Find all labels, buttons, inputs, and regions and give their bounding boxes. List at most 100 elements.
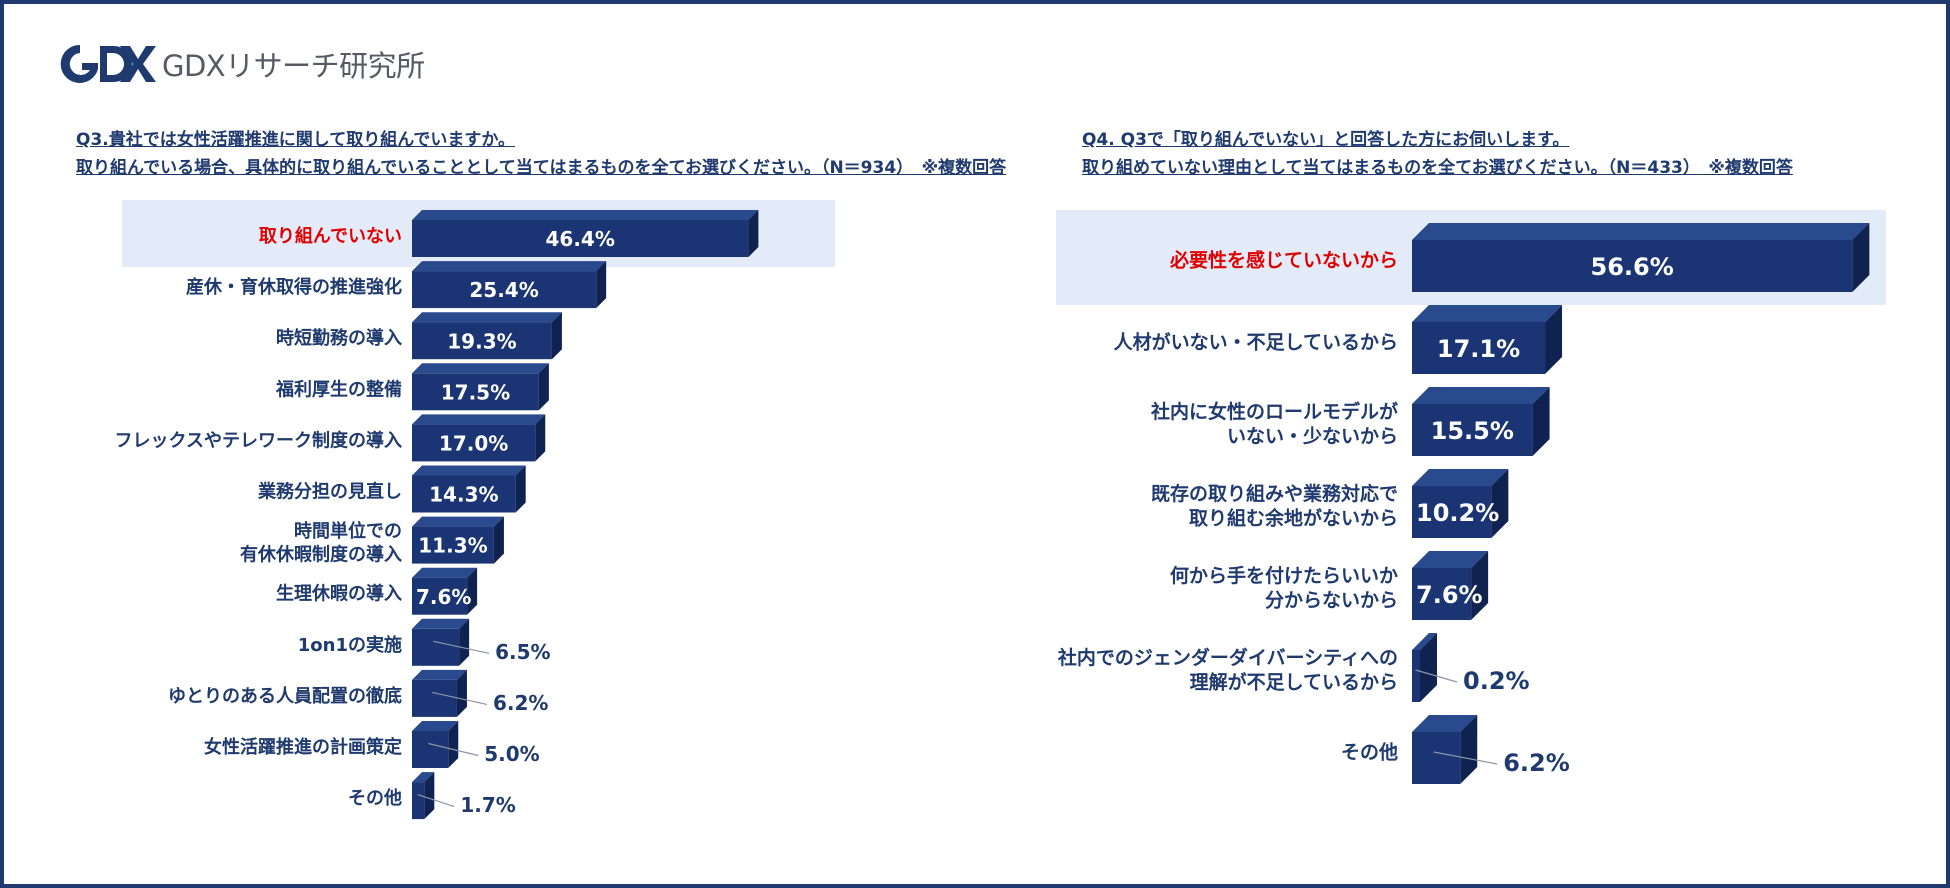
bar-side-0-7 [467,567,478,615]
category-label-0-7: 生理休暇の導入 [276,583,402,605]
bar-top-1-5 [1412,633,1437,650]
bar-1-0 [1412,240,1853,292]
q3-question-line1: Q3.貴社では女性活躍推進に関して取り組んでいますか。 [76,130,516,150]
bar-side-0-3 [538,363,549,411]
bar-top-0-0 [412,210,759,220]
bar-top-1-0 [1412,223,1870,240]
value-label-0-5: 14.3% [429,483,498,507]
bar-1-3 [1412,486,1492,538]
value-label-0-7: 7.6% [416,585,471,609]
bar-side-1-2 [1532,387,1550,456]
bar-0-3 [412,373,539,411]
leader-line-0-10 [428,742,479,757]
q4-question: Q4. Q3で「取り組んでいない」と回答した方にお伺いします。 取り組めていない… [1082,126,1793,182]
bar-side-1-3 [1491,469,1509,538]
bar-top-1-3 [1412,469,1509,486]
bar-0-10 [412,731,449,768]
value-label-0-9: 6.2% [493,691,548,715]
q4-question-line1: Q4. Q3で「取り組んでいない」と回答した方にお伺いします。 [1082,130,1570,150]
value-label-0-0: 46.4% [546,227,615,251]
category-label-0-6: 時間単位での有休休暇制度の導入 [240,520,402,565]
category-label-0-8: 1on1の実施 [298,634,402,656]
bar-side-0-4 [535,414,546,462]
bar-top-0-2 [412,312,562,323]
brand-name: GDXリサーチ研究所 [162,49,425,83]
bar-1-5 [1412,650,1420,702]
bar-top-0-4 [412,414,546,425]
category-label-0-2: 時短勤務の導入 [276,327,402,349]
value-label-0-6: 11.3% [418,534,487,558]
value-label-0-2: 19.3% [447,329,516,353]
bar-side-0-1 [596,261,607,309]
bar-1-1 [1412,322,1546,374]
bar-side-0-2 [551,312,562,360]
value-label-0-8: 6.5% [495,640,550,664]
bar-side-0-11 [424,772,435,820]
category-label-0-10: 女性活躍推進の計画策定 [204,736,402,758]
bar-0-11 [412,782,425,820]
value-label-0-11: 1.7% [460,793,515,817]
value-label-1-6: 6.2% [1503,749,1570,777]
bar-0-2 [412,322,552,360]
category-label-1-5: 社内でのジェンダーダイバーシティへの理解が不足しているから [1057,646,1398,694]
bar-side-0-10 [448,721,459,768]
bar-side-0-0 [748,210,759,257]
bar-side-0-9 [456,669,467,717]
bar-0-4 [412,424,536,462]
value-label-1-0: 56.6% [1591,253,1674,281]
category-label-0-0: 取り組んでいない [259,225,402,247]
bar-side-0-5 [515,465,526,513]
bar-top-1-1 [1412,305,1563,322]
bar-side-1-0 [1852,223,1870,292]
bar-top-1-6 [1412,715,1478,732]
category-label-1-2: 社内に女性のロールモデルがいない・少ないから [1150,400,1398,448]
bar-1-2 [1412,404,1533,456]
leader-line-0-11 [417,794,455,808]
bar-0-7 [412,577,468,615]
bar-1-6 [1412,732,1461,784]
bar-top-0-3 [412,363,549,374]
value-label-1-4: 7.6% [1416,581,1483,609]
bar-0-1 [412,271,597,309]
bar-side-1-4 [1471,551,1489,620]
category-label-0-11: その他 [348,787,402,809]
category-label-0-4: フレックスやテレワーク制度の導入 [115,429,402,451]
gdx-logo-icon [60,44,156,83]
category-label-0-9: ゆとりのある人員配置の徹底 [168,685,402,707]
bar-0-9 [412,679,457,717]
q3-question: Q3.貴社では女性活躍推進に関して取り組んでいますか。 取り組んでいる場合、具体… [76,126,1006,182]
bar-top-0-9 [412,669,467,680]
bar-0-0 [412,220,749,257]
bar-top-0-10 [412,721,459,731]
leader-line-1-6 [1433,751,1498,765]
bar-0-8 [412,628,460,666]
value-label-0-3: 17.5% [441,380,510,404]
leader-line-0-8 [433,640,490,654]
bar-side-1-5 [1420,633,1437,702]
category-label-1-3: 既存の取り組みや業務対応で取り組む余地がないから [1151,482,1398,530]
brand-logo: GDXリサーチ研究所 [58,40,425,88]
bar-0-6 [412,526,494,564]
leader-line-0-9 [432,691,488,705]
bar-top-0-5 [412,465,526,476]
category-label-1-0: 必要性を感じていないから [1169,248,1398,271]
bar-top-0-1 [412,261,607,272]
bar-top-0-7 [412,567,478,578]
bar-side-0-8 [459,618,470,666]
value-label-1-1: 17.1% [1437,335,1520,363]
bar-top-0-8 [412,618,470,629]
category-label-1-6: その他 [1341,740,1398,763]
bar-1-4 [1412,568,1472,620]
category-label-0-3: 福利厚生の整備 [275,378,402,400]
bar-0-5 [412,475,516,513]
value-label-0-4: 17.0% [439,432,508,456]
value-label-0-1: 25.4% [469,278,538,302]
bar-top-0-6 [412,516,504,527]
value-label-0-10: 5.0% [484,742,539,766]
category-label-0-1: 産休・育休取得の推進強化 [186,276,402,298]
bar-side-0-6 [493,516,504,564]
value-label-1-2: 15.5% [1431,417,1514,445]
bar-side-1-6 [1460,715,1478,784]
